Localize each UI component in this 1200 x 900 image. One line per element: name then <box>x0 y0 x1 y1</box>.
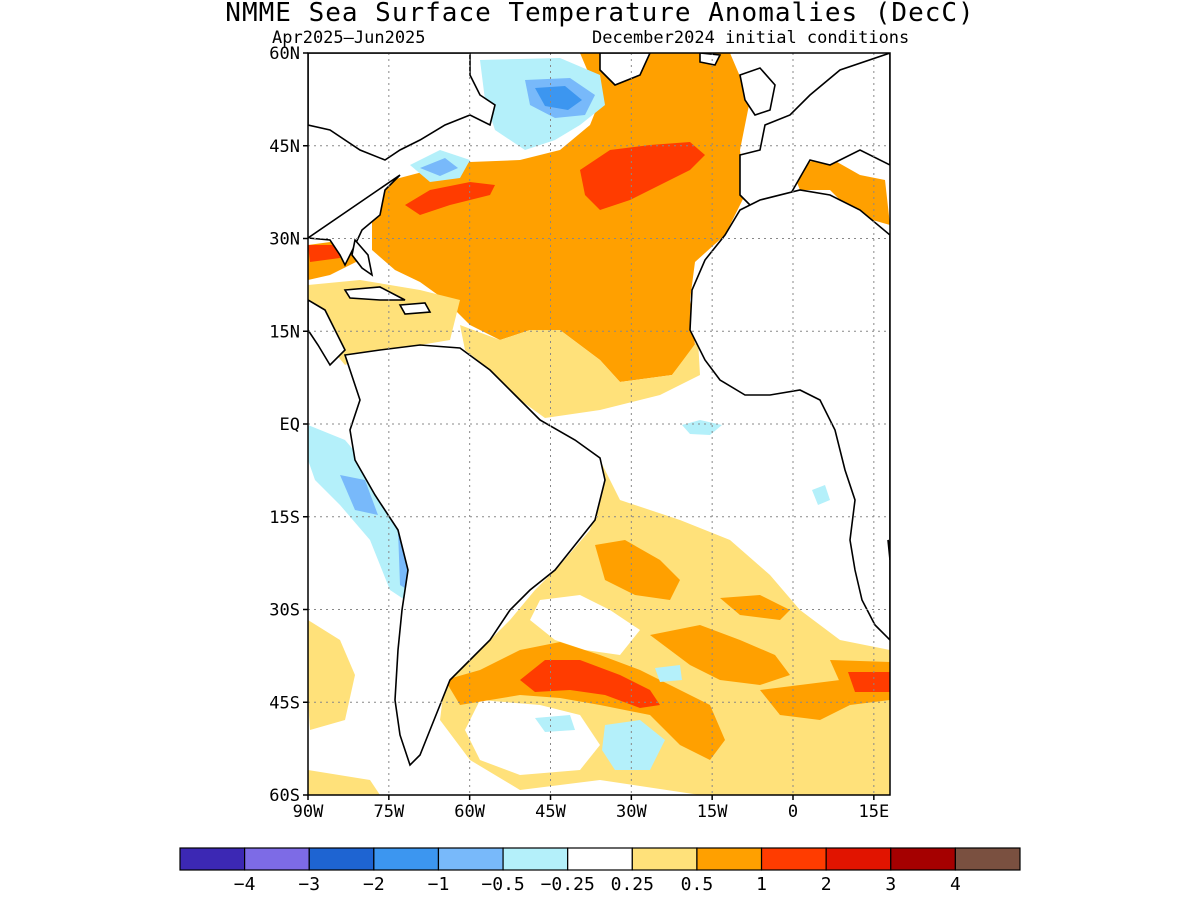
lat-tick-label: 60S <box>269 786 300 806</box>
gulf-mexico-core <box>308 245 340 262</box>
europe <box>739 53 890 211</box>
lon-tick-label: 60W <box>454 802 485 822</box>
colorbar-label: 0.25 <box>611 874 654 895</box>
colorbar-label: −2 <box>363 874 385 895</box>
colorbar-label: −1 <box>428 874 450 895</box>
north-atlantic-warm <box>372 53 750 382</box>
british-isles <box>739 67 776 116</box>
se-pacific-pale <box>308 620 355 730</box>
southern-cool-3 <box>655 665 682 682</box>
forecast-period: Apr2025–Jun2025 <box>272 28 426 48</box>
chart-title: NMME Sea Surface Temperature Anomalies (… <box>225 0 975 28</box>
colorbar: −4 −3 −2 −1 −0.5 −0.25 0.25 0.5 1 2 3 4 <box>179 847 1021 895</box>
gulf-guinea-cool <box>812 485 830 505</box>
southern-ocean-warm <box>445 642 725 760</box>
southern-cool-1 <box>535 715 575 732</box>
iceland <box>699 53 722 66</box>
florida <box>351 238 374 277</box>
colorbar-swatch <box>890 847 956 871</box>
greenland <box>599 53 651 86</box>
colorbar-swatch <box>244 847 310 871</box>
lat-tick-label: EQ <box>280 415 300 435</box>
colorbar-swatch <box>954 847 1021 871</box>
south-atlantic-neutral <box>530 595 640 655</box>
labrador-blue <box>535 86 582 110</box>
latitude-ticks: 60N 45N 30N 15N EQ 15S 30S 45S 60S <box>269 44 308 806</box>
south-atlantic-warm-3 <box>650 625 790 685</box>
colorbar-label: −3 <box>298 874 320 895</box>
colorbar-label: 1 <box>756 874 767 895</box>
colorbar-swatch <box>631 847 698 871</box>
lat-tick-label: 45S <box>269 693 300 713</box>
lon-tick-label: 90W <box>293 802 324 822</box>
lat-tick-label: 30N <box>269 230 300 250</box>
coastlines <box>308 53 890 767</box>
tropical-atlantic <box>460 325 700 418</box>
lat-tick-label: 45N <box>269 137 300 157</box>
newfoundland-blue <box>420 158 458 176</box>
colorbar-swatch <box>760 847 827 871</box>
lat-tick-label: 15S <box>269 508 300 528</box>
lon-tick-label: 15W <box>697 802 728 822</box>
colorbar-swatch <box>437 847 504 871</box>
graticule <box>308 53 890 795</box>
colorbar-label: −0.25 <box>541 874 595 895</box>
lon-tick-label: 15E <box>858 802 889 822</box>
colorbar-swatch <box>825 847 892 871</box>
colorbar-label: 3 <box>885 874 896 895</box>
lat-tick-label: 60N <box>269 44 300 64</box>
south-atlantic-warm-1 <box>595 540 680 600</box>
north-atlantic-core <box>580 142 705 210</box>
se-pacific-pale-2 <box>308 770 380 795</box>
southern-cool-2 <box>602 720 665 770</box>
se-atlantic-core <box>848 672 890 692</box>
colorbar-swatch <box>696 847 763 871</box>
gulf-stream-core <box>405 182 495 215</box>
caribbean-pale <box>308 280 460 365</box>
africa <box>689 189 890 642</box>
hispaniola <box>398 302 432 315</box>
colorbar-label: 2 <box>821 874 832 895</box>
colorbar-swatch <box>308 847 375 871</box>
south-atlantic-warm-2 <box>720 595 790 620</box>
mediterranean-warm <box>790 158 890 225</box>
southern-ocean-warm-east <box>760 680 850 720</box>
colorbar-swatch <box>179 847 246 871</box>
cuba <box>343 286 406 301</box>
lat-tick-label: 15N <box>269 322 300 342</box>
colorbar-label: 4 <box>950 874 961 895</box>
colorbar-swatch <box>567 847 633 871</box>
longitude-ticks: 90W 75W 60W 45W 30W 15W 0 15E <box>293 795 889 822</box>
peru-coast-cool <box>308 425 410 600</box>
lon-tick-label: 45W <box>535 802 566 822</box>
lat-tick-label: 30S <box>269 601 300 621</box>
colorbar-label: −4 <box>234 874 256 895</box>
colorbar-label: −0.5 <box>481 874 524 895</box>
lon-tick-label: 30W <box>616 802 647 822</box>
central-america <box>308 299 346 367</box>
colorbar-label: 0.5 <box>681 874 714 895</box>
southern-ocean-core <box>520 660 660 708</box>
colorbar-swatch <box>373 847 440 871</box>
chile-coast-cool <box>340 475 378 515</box>
equatorial-cool <box>682 420 722 435</box>
lon-tick-label: 75W <box>373 802 404 822</box>
lon-tick-label: 0 <box>788 802 798 822</box>
initial-conditions: December2024 initial conditions <box>592 28 910 48</box>
colorbar-swatch <box>502 847 569 871</box>
north-america <box>308 53 496 267</box>
